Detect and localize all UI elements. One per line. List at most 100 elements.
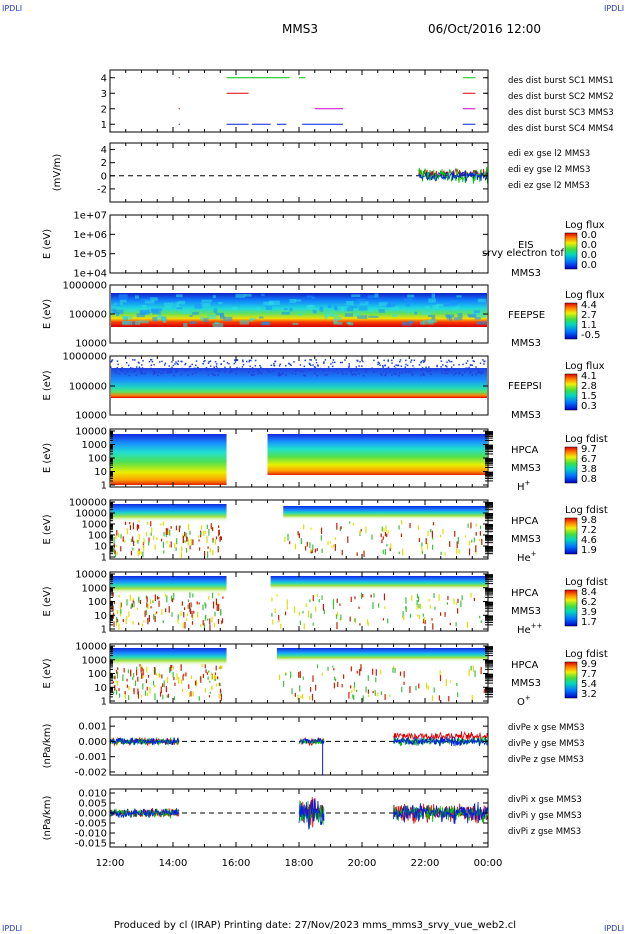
feeps-ion-speckle — [138, 362, 140, 364]
feeps-ion-speckle — [332, 361, 334, 364]
hpca-speckle — [112, 691, 115, 695]
feeps-ion-speckle — [477, 368, 479, 371]
feeps-ion-speckle — [337, 372, 339, 374]
feeps-ion-speckle — [473, 360, 475, 363]
hpca-speckle — [382, 549, 384, 555]
feeps-ion-speckle — [401, 372, 404, 374]
instrument-label: MMS3 — [511, 410, 541, 421]
feeps-ion-speckle — [447, 370, 450, 372]
feeps-ion-speckle — [293, 361, 295, 363]
hpca-speckle — [189, 608, 192, 614]
feeps-ion-speckle — [173, 374, 175, 377]
hpca-speckle — [166, 677, 169, 684]
hpca-speckle — [455, 602, 457, 605]
feeps-ion-speckle — [166, 371, 169, 374]
hpca-speckle — [207, 551, 209, 558]
hpca-speckle — [387, 618, 389, 624]
hpca-speckle — [274, 608, 276, 613]
feeps-ion-speckle — [309, 359, 311, 361]
feeps-ion-speckle — [170, 370, 173, 373]
hpca-speckle — [457, 536, 459, 544]
hpca-speckle — [115, 689, 118, 695]
hpca-speckle — [390, 543, 392, 549]
feeps-ion-speckle — [341, 370, 343, 373]
hpca-speckle — [130, 538, 133, 543]
hpca-speckle — [126, 528, 128, 535]
feeps-ion-speckle — [235, 372, 237, 375]
feeps-ion-speckle — [380, 374, 383, 376]
feeps-electron-texture — [283, 308, 288, 311]
hpca-speckle — [304, 546, 307, 551]
hpca-speckle — [137, 688, 139, 695]
hpca-speckle — [472, 665, 475, 673]
hpca-speckle — [334, 678, 337, 682]
hpca-speckle — [126, 684, 129, 688]
hpca-speckle — [354, 618, 356, 622]
hpca-speckle — [475, 532, 477, 536]
feeps-ion-speckle — [209, 360, 212, 362]
hpca-speckle — [203, 623, 206, 630]
hpca-speckle — [421, 551, 424, 555]
feeps-electron-texture — [213, 308, 218, 313]
feeps-ion-speckle — [234, 361, 237, 363]
feeps-electron-texture — [324, 315, 328, 320]
hpca-speckle — [181, 601, 183, 606]
feeps-ion-speckle — [309, 369, 311, 371]
hpca-speckle — [383, 528, 385, 533]
hpca-speckle — [445, 679, 447, 687]
feeps-ion-speckle — [391, 359, 393, 362]
hpca-speckle — [128, 686, 130, 691]
hpca-speckle — [165, 594, 167, 597]
y-tick-label: 100 — [88, 669, 107, 680]
hpca-speckle — [189, 530, 191, 535]
div-series-blue — [393, 736, 488, 747]
feeps-ion-speckle — [453, 373, 455, 376]
colorbar-tick-label: 6.7 — [581, 454, 597, 465]
hpca-speckle — [138, 622, 140, 625]
hpca-speckle — [300, 695, 302, 699]
feeps-ion-speckle — [188, 366, 191, 368]
hpca-speckle — [310, 527, 312, 530]
hpca-speckle — [155, 673, 157, 676]
hpca-speckle — [147, 692, 149, 697]
feeps-ion-speckle — [288, 362, 290, 365]
hpca-speckle — [180, 611, 182, 616]
feeps-ion-speckle — [466, 367, 468, 370]
feeps-ion-speckle — [294, 373, 297, 375]
hpca-speckle — [354, 596, 356, 600]
hpca-speckle — [310, 551, 312, 554]
hpca-speckle — [189, 592, 191, 598]
feeps-ion-speckle — [151, 360, 154, 363]
feeps-ion-speckle — [220, 363, 223, 365]
hpca-speckle — [136, 539, 138, 543]
hpca-speckle — [480, 668, 482, 675]
hpca-speckle — [213, 675, 215, 682]
y-tick-label: 10 — [94, 683, 107, 694]
feeps-ion-speckle — [225, 368, 227, 371]
hpca-speckle — [362, 695, 364, 702]
hpca-speckle — [419, 603, 422, 610]
hpca-speckle — [440, 534, 442, 538]
feeps-ion-speckle — [166, 370, 169, 372]
burst-dot — [178, 77, 180, 79]
hpca-speckle — [138, 596, 140, 603]
feeps-ion-speckle — [158, 368, 161, 371]
feeps-ion-speckle — [404, 366, 407, 368]
feeps-electron-texture — [346, 300, 354, 305]
hpca-speckle — [305, 603, 307, 607]
feeps-ion-speckle — [282, 372, 284, 374]
hpca-speckle — [141, 673, 143, 679]
hpca-speckle — [323, 609, 325, 615]
feeps-electron-texture — [178, 300, 186, 305]
hpca-speckle — [187, 604, 189, 609]
corner-label-top-left: IPDLI — [2, 4, 23, 13]
hpca-speckle — [166, 695, 168, 698]
feeps-electron-texture — [156, 315, 166, 321]
hpca-speckle — [290, 671, 292, 679]
feeps-ion-speckle — [334, 361, 336, 364]
feeps-electron-texture — [337, 306, 348, 312]
y-tick-label: 100000 — [69, 382, 107, 393]
feeps-ion-speckle — [251, 374, 253, 376]
hpca-speckle — [154, 684, 156, 688]
feeps-ion-speckle — [140, 369, 143, 371]
